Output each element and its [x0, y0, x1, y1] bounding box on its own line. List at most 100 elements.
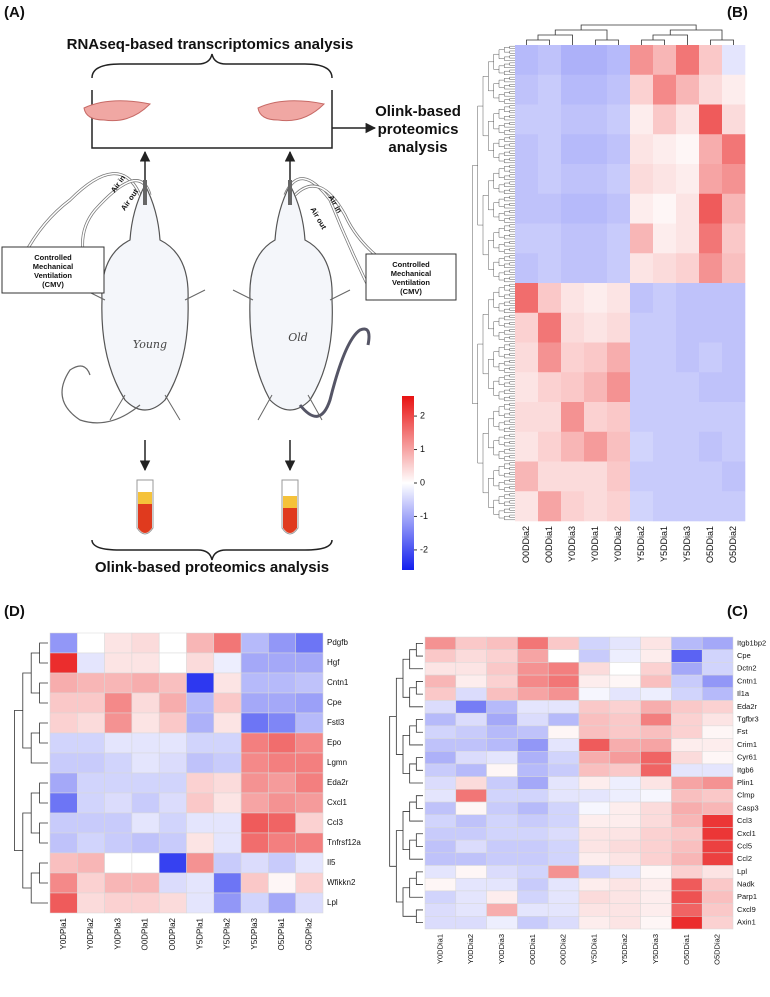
heatmap-cell [701, 751, 734, 765]
heatmap-cell [455, 852, 487, 866]
top-title: RNAseq-based transcriptomics analysis [67, 36, 354, 53]
heatmap-cell [295, 812, 324, 834]
heatmap-cell [186, 812, 215, 834]
heatmap-cell [213, 832, 242, 854]
heatmap-cell [722, 283, 746, 314]
heatmap-cell [578, 751, 611, 765]
heatmap-cell [561, 253, 585, 284]
heatmap-cell [676, 45, 700, 76]
dendrogram [493, 440, 499, 456]
heatmap-cell [640, 916, 672, 930]
heatmap-cell [49, 832, 78, 854]
heatmap-cell [131, 652, 160, 674]
row-label: Clmp [737, 791, 755, 800]
heatmap-cell [722, 223, 746, 254]
heatmap-cell [538, 74, 562, 105]
heatmap-cell [186, 752, 215, 774]
heatmap-cell [578, 712, 611, 727]
heatmap-cell [158, 752, 187, 774]
heatmap-cell [295, 692, 324, 714]
dendrogram [498, 332, 505, 340]
dendrogram [498, 482, 505, 490]
heatmap-cell [609, 751, 641, 765]
heatmap-cell [699, 45, 723, 76]
heatmap-cell [104, 732, 133, 754]
dendrogram [509, 217, 515, 221]
heatmap-cell [607, 223, 631, 254]
heatmap-cell [653, 461, 677, 492]
dendrogram [498, 94, 505, 102]
heatmap-cell [455, 636, 487, 650]
column-label: O0DDia1 [528, 934, 537, 965]
heatmap-cell [578, 649, 611, 663]
row-label: Axin1 [737, 918, 756, 927]
heatmap-cell [607, 312, 631, 343]
dendrogram [493, 411, 499, 427]
heatmap-cell [424, 712, 457, 727]
heatmap-cell [131, 712, 160, 734]
heatmap-cell [630, 342, 654, 373]
heatmap-cell [607, 461, 631, 492]
heatmap-cell [104, 792, 133, 814]
heatmap-cell [701, 636, 734, 650]
dendrogram [498, 391, 505, 400]
dendrogram [402, 811, 410, 851]
dendrogram [509, 407, 515, 411]
heatmap-cell [701, 801, 734, 815]
heatmap-cell [424, 916, 457, 930]
dendrogram [509, 115, 515, 118]
cmv-label: Mechanical [33, 262, 73, 271]
heatmap-cell [630, 491, 654, 522]
heatmap-cell [131, 832, 160, 854]
heatmap-cell [701, 649, 734, 663]
heatmap-cell [722, 164, 746, 195]
heatmap-cell [676, 461, 700, 492]
heatmap-cell [158, 672, 187, 694]
heatmap-cell [213, 812, 242, 834]
row-label: Lpl [327, 898, 338, 907]
heatmap-cell [630, 134, 654, 165]
heatmap-cell [701, 662, 734, 676]
heatmap-cell [701, 916, 734, 930]
heatmap-cell [295, 832, 324, 854]
heatmap-cell [424, 827, 457, 841]
heatmap-cell [517, 865, 549, 879]
heatmap-cell [424, 865, 457, 879]
dendrogram [509, 472, 515, 475]
dendrogram [509, 300, 515, 304]
heatmap-cell [609, 865, 641, 879]
heatmap-cell [158, 732, 187, 754]
row-label: Cpe [737, 651, 751, 660]
heatmap-cell [538, 372, 562, 403]
heatmap-cell [547, 916, 580, 930]
column-label: Y5DDia3 [682, 526, 692, 562]
heatmap-cell [49, 792, 78, 814]
row-label: Casp3 [737, 803, 759, 812]
heatmap-cell [547, 890, 580, 904]
heatmap-cell [578, 801, 611, 815]
cmv-box [1, 246, 105, 294]
cmv-box [365, 253, 457, 301]
heatmap-cell [676, 342, 700, 373]
column-label: Y5DPla2 [223, 917, 232, 949]
heatmap-cell [486, 674, 518, 689]
heatmap-cell [671, 776, 703, 790]
dendrogram [509, 288, 515, 292]
heatmap-cell [517, 687, 549, 701]
young-rat [61, 180, 206, 424]
heatmap-cell [671, 877, 703, 892]
heatmap-cell [295, 872, 324, 894]
heatmap-cell [609, 649, 641, 663]
heatmap-cell [584, 491, 608, 522]
heatmap-cell [240, 852, 269, 874]
heatmap-cell [722, 312, 746, 343]
heatmap-cell [268, 892, 296, 914]
dendrogram [509, 150, 515, 154]
heatmap-cell [186, 792, 215, 814]
heatmap-cell [517, 814, 549, 828]
heatmap-cell [186, 852, 215, 874]
heatmap-cell [131, 772, 160, 794]
dendrogram [415, 795, 423, 809]
dendrogram [498, 213, 505, 221]
dendrogram [493, 202, 499, 218]
